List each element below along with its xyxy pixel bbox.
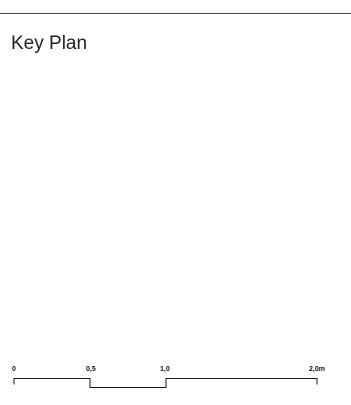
scale-label-1-0: 1,0 (160, 366, 170, 373)
scale-label-2-0: 2,0m (309, 366, 325, 373)
scale-bar-graphic: 0 0,5 1,0 2,0m (12, 366, 325, 388)
scale-bar: 0 0,5 1,0 2,0m (0, 360, 351, 400)
scale-label-0-5: 0,5 (86, 366, 96, 373)
scale-bar-line (13, 378, 318, 388)
title-block-border (0, 0, 351, 14)
key-plan-area (0, 60, 351, 350)
scale-label-0: 0 (12, 366, 16, 373)
page-title: Key Plan (11, 33, 88, 54)
